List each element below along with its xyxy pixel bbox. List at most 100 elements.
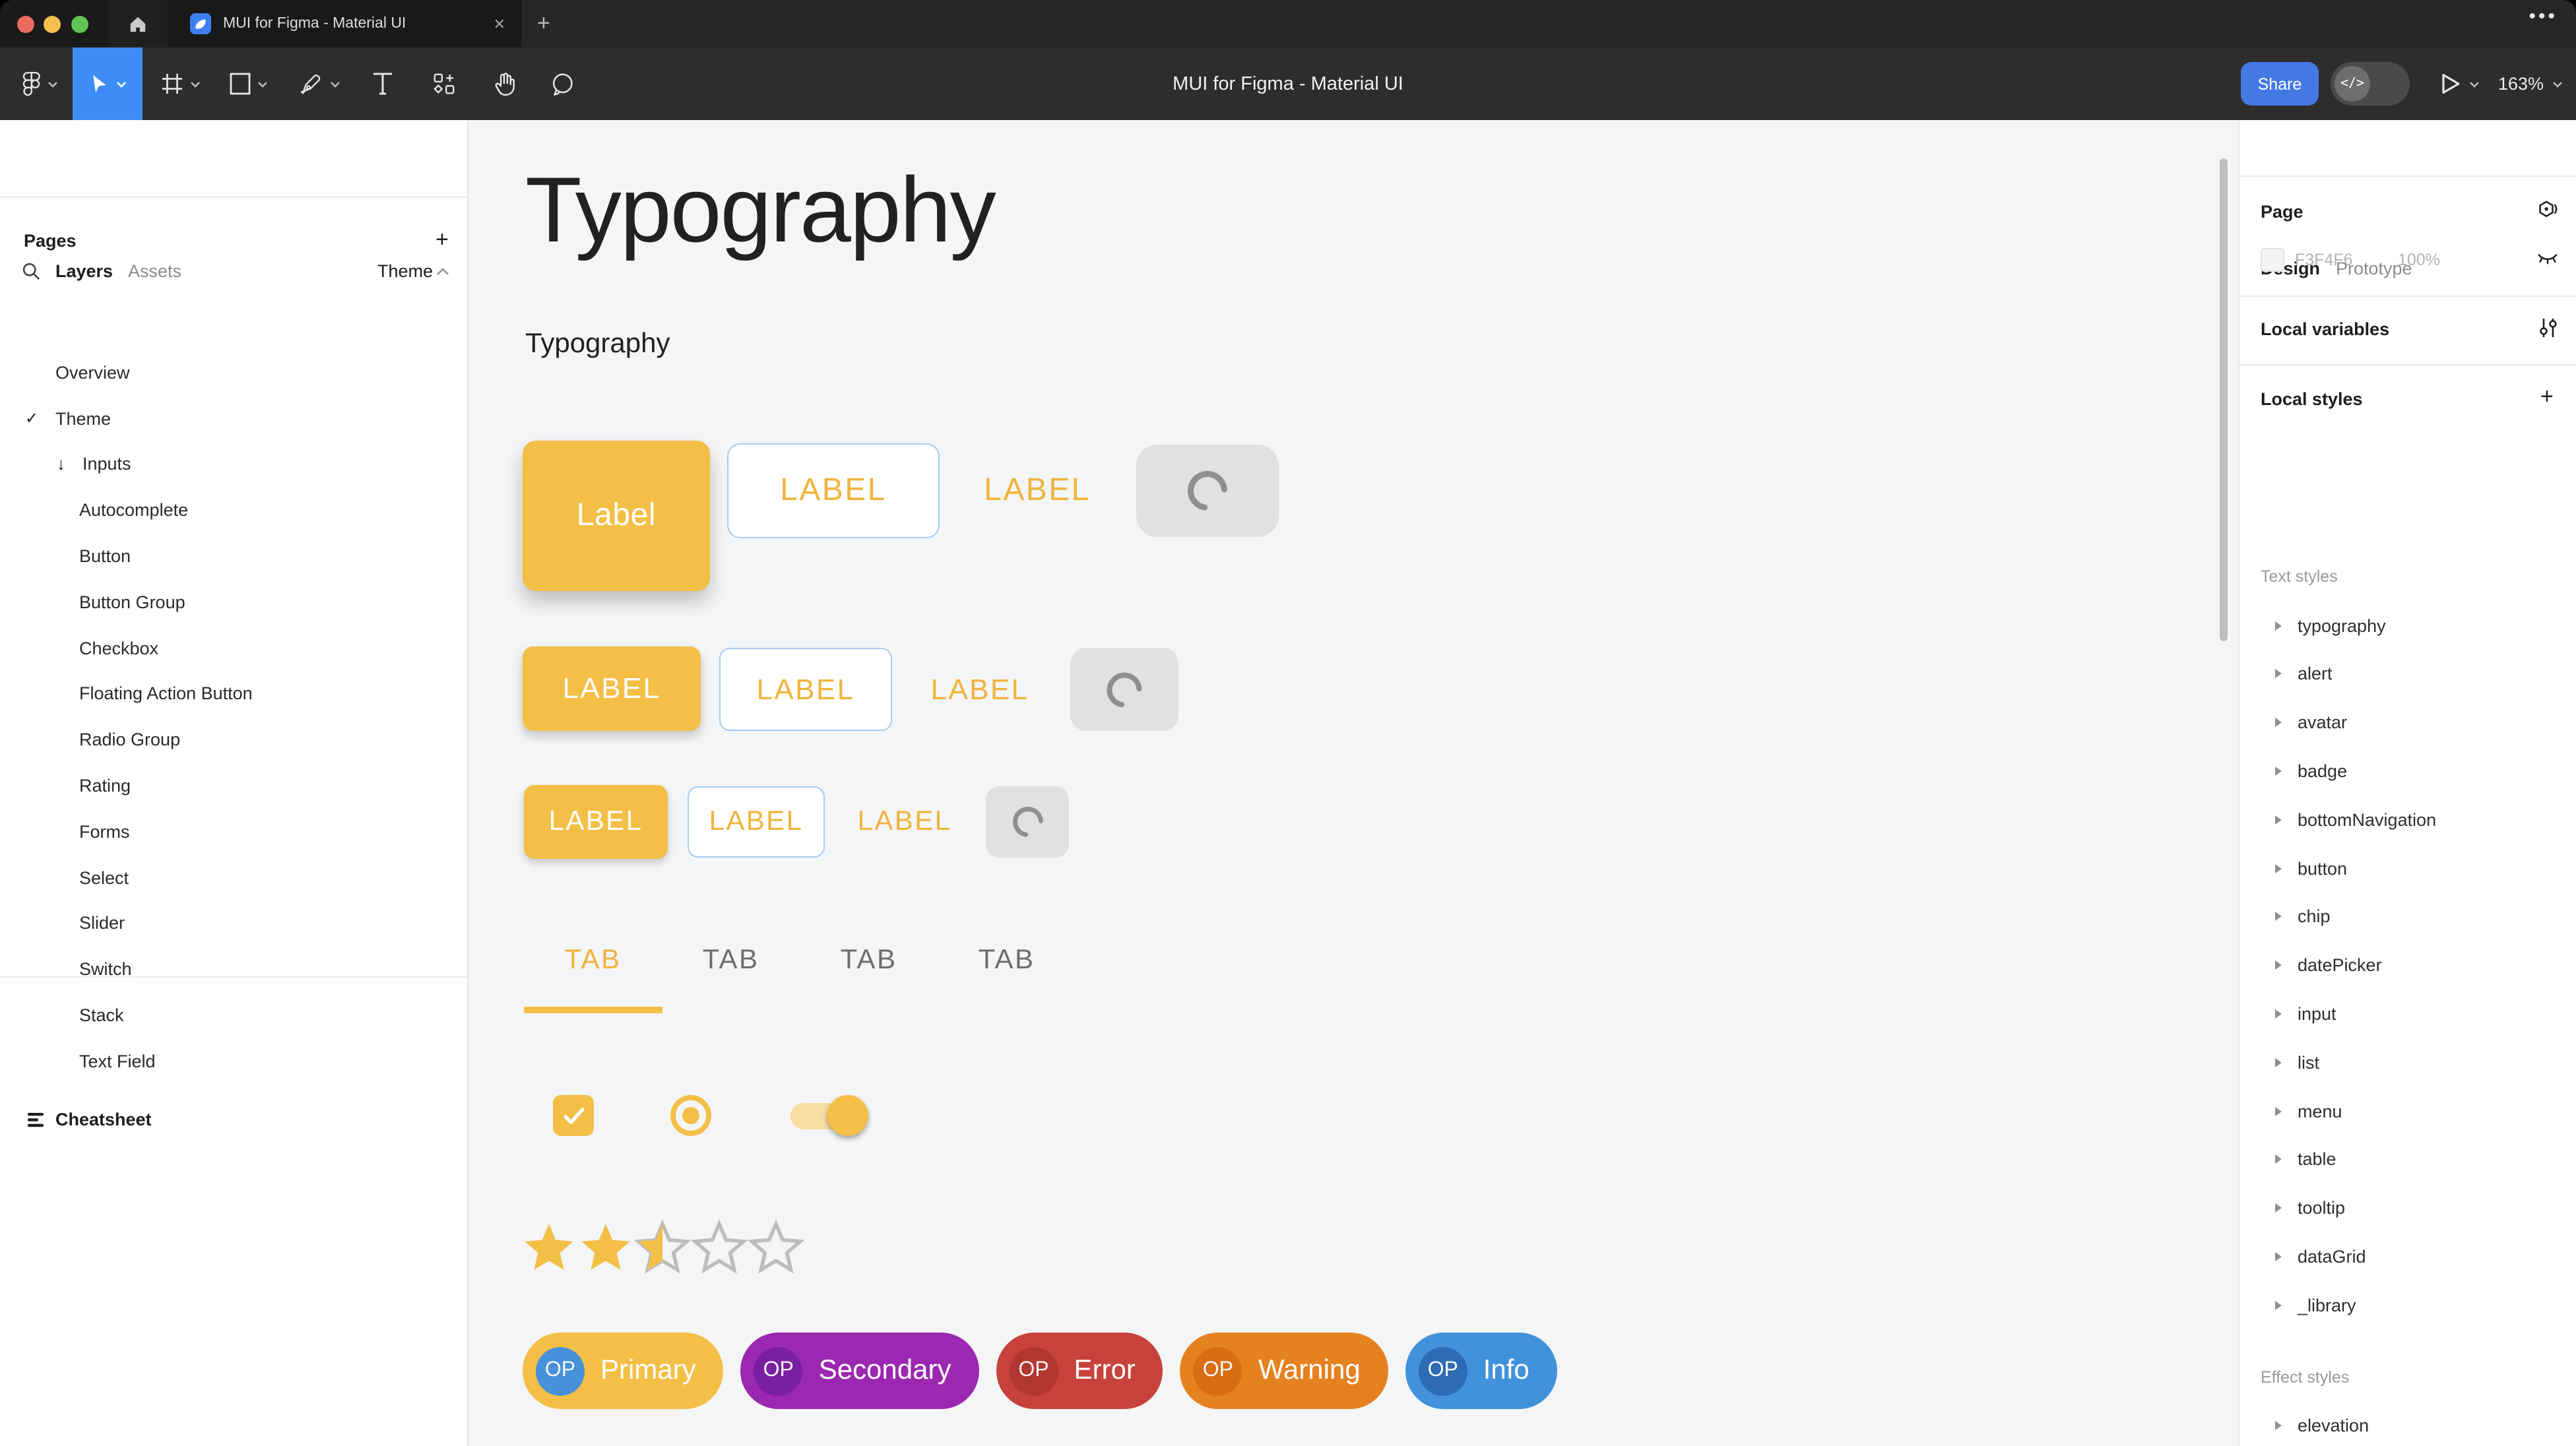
star-half-icon[interactable] xyxy=(633,1219,692,1277)
canvas-scrollbar[interactable] xyxy=(2220,158,2228,641)
loading-button-small[interactable] xyxy=(986,786,1069,858)
caret-right-icon[interactable] xyxy=(2274,1250,2287,1263)
style-item-library[interactable]: _library xyxy=(2239,1281,2576,1330)
style-item-datagrid[interactable]: dataGrid xyxy=(2239,1232,2576,1281)
shape-tool-button[interactable] xyxy=(218,47,278,120)
chip-info[interactable]: OP Info xyxy=(1405,1333,1557,1409)
canvas-tab-1[interactable]: TAB xyxy=(564,944,622,974)
search-icon[interactable] xyxy=(21,261,41,281)
radio-button-selected[interactable] xyxy=(670,1095,711,1136)
contained-button-medium[interactable]: LABEL xyxy=(523,646,701,731)
star-empty-icon[interactable] xyxy=(747,1219,805,1277)
outlined-button-small[interactable]: LABEL xyxy=(688,786,825,858)
caret-right-icon[interactable] xyxy=(2274,716,2287,730)
contained-button-small[interactable]: LABEL xyxy=(524,785,668,859)
caret-right-icon[interactable] xyxy=(2274,910,2287,924)
loading-button-large[interactable] xyxy=(1136,445,1279,537)
caret-right-icon[interactable] xyxy=(2274,1056,2287,1069)
caret-right-icon[interactable] xyxy=(2274,1104,2287,1117)
canvas-tab-2[interactable]: TAB xyxy=(702,944,759,974)
page-item-autocomplete[interactable]: Autocomplete xyxy=(0,487,467,534)
switch-on[interactable] xyxy=(785,1094,872,1139)
sidebar-item-cheatsheet[interactable]: Cheatsheet xyxy=(0,1098,467,1141)
chip-warning[interactable]: OP Warning xyxy=(1180,1333,1388,1409)
main-menu-button[interactable] xyxy=(11,47,66,120)
canvas-tab-4[interactable]: TAB xyxy=(978,944,1035,974)
style-item-typography[interactable]: typography xyxy=(2239,602,2576,650)
checkbox-checked[interactable] xyxy=(553,1095,594,1136)
page-color-hex[interactable]: F3F4F6 xyxy=(2295,251,2353,269)
style-item-alert[interactable]: alert xyxy=(2239,650,2576,699)
caret-right-icon[interactable] xyxy=(2274,1007,2287,1021)
star-empty-icon[interactable] xyxy=(690,1219,748,1277)
chip-secondary[interactable]: OP Secondary xyxy=(740,1333,979,1409)
outlined-button-large[interactable]: LABEL xyxy=(727,443,940,538)
page-item-stack[interactable]: Stack xyxy=(0,992,467,1038)
contained-button-large[interactable]: Label xyxy=(523,441,710,591)
page-item-text-field[interactable]: Text Field xyxy=(0,1038,467,1084)
tab-prototype[interactable]: Prototype xyxy=(2336,259,2412,278)
page-item-select[interactable]: Select xyxy=(0,855,467,901)
star-full-icon[interactable] xyxy=(577,1219,635,1277)
style-item-datepicker[interactable]: datePicker xyxy=(2239,941,2576,990)
caret-right-icon[interactable] xyxy=(2274,765,2287,778)
page-item-button-group[interactable]: Button Group xyxy=(0,579,467,625)
style-item-elevation[interactable]: elevation xyxy=(2239,1402,2576,1446)
variables-sliders-icon[interactable] xyxy=(2538,317,2559,339)
maximize-window-button[interactable] xyxy=(71,15,88,32)
text-button-small[interactable]: LABEL xyxy=(857,806,952,836)
home-icon[interactable] xyxy=(128,14,148,34)
canvas-tab-3[interactable]: TAB xyxy=(840,944,897,974)
page-item-floating-action-button[interactable]: Floating Action Button xyxy=(0,671,467,717)
rating-stars[interactable] xyxy=(520,1219,805,1277)
page-item-button[interactable]: Button xyxy=(0,533,467,579)
style-item-chip[interactable]: chip xyxy=(2239,893,2576,941)
add-style-button[interactable]: + xyxy=(2540,384,2554,409)
styles-icon[interactable] xyxy=(2536,199,2559,222)
style-item-badge[interactable]: badge xyxy=(2239,747,2576,796)
tab-assets[interactable]: Assets xyxy=(128,261,182,281)
file-tab[interactable]: MUI for Figma - Material UI ✕ xyxy=(168,0,521,47)
move-tool-button[interactable] xyxy=(73,47,143,120)
style-item-avatar[interactable]: avatar xyxy=(2239,699,2576,747)
caret-right-icon[interactable] xyxy=(2274,1153,2287,1166)
close-window-button[interactable] xyxy=(16,15,34,32)
caret-right-icon[interactable] xyxy=(2274,813,2287,827)
tab-layers[interactable]: Layers xyxy=(55,261,113,281)
text-button-large[interactable]: LABEL xyxy=(984,472,1091,508)
page-item-theme[interactable]: ✓ Theme xyxy=(0,396,467,442)
page-item-rating[interactable]: Rating xyxy=(0,763,467,809)
style-item-menu[interactable]: menu xyxy=(2239,1087,2576,1136)
comment-tool-button[interactable] xyxy=(536,47,589,120)
share-button[interactable]: Share xyxy=(2241,62,2319,106)
page-item-switch[interactable]: Switch xyxy=(0,947,467,993)
page-color-swatch[interactable] xyxy=(2261,248,2284,272)
chip-primary[interactable]: OP Primary xyxy=(523,1333,724,1409)
page-item-radio-group[interactable]: Radio Group xyxy=(0,717,467,763)
hand-tool-button[interactable] xyxy=(478,47,531,120)
page-color-row[interactable]: F3F4F6 100% xyxy=(2239,248,2576,272)
present-button[interactable] xyxy=(2431,47,2489,120)
page-item-checkbox[interactable]: Checkbox xyxy=(0,625,467,672)
caret-right-icon[interactable] xyxy=(2274,1420,2287,1433)
pen-tool-button[interactable] xyxy=(289,47,350,120)
loading-button-medium[interactable] xyxy=(1070,648,1178,731)
minimize-window-button[interactable] xyxy=(43,15,60,32)
add-page-button[interactable]: + xyxy=(435,227,449,252)
style-item-tooltip[interactable]: tooltip xyxy=(2239,1184,2576,1233)
caret-right-icon[interactable] xyxy=(2274,668,2287,681)
window-more-icon[interactable]: ••• xyxy=(2528,5,2558,28)
caret-right-icon[interactable] xyxy=(2274,959,2287,972)
outlined-button-medium[interactable]: LABEL xyxy=(719,648,892,731)
caret-right-icon[interactable] xyxy=(2274,862,2287,875)
style-item-list[interactable]: list xyxy=(2239,1038,2576,1087)
close-tab-icon[interactable]: ✕ xyxy=(493,16,505,32)
page-item-overview[interactable]: Overview xyxy=(0,350,467,396)
page-switcher[interactable]: Theme xyxy=(377,261,434,281)
page-item-forms[interactable]: Forms xyxy=(0,809,467,855)
caret-right-icon[interactable] xyxy=(2274,1299,2287,1312)
actions-tool-button[interactable] xyxy=(417,47,470,120)
chip-error[interactable]: OP Error xyxy=(996,1333,1163,1409)
zoom-level-menu[interactable]: 163% xyxy=(2498,47,2562,120)
frame-tool-button[interactable] xyxy=(150,47,211,120)
